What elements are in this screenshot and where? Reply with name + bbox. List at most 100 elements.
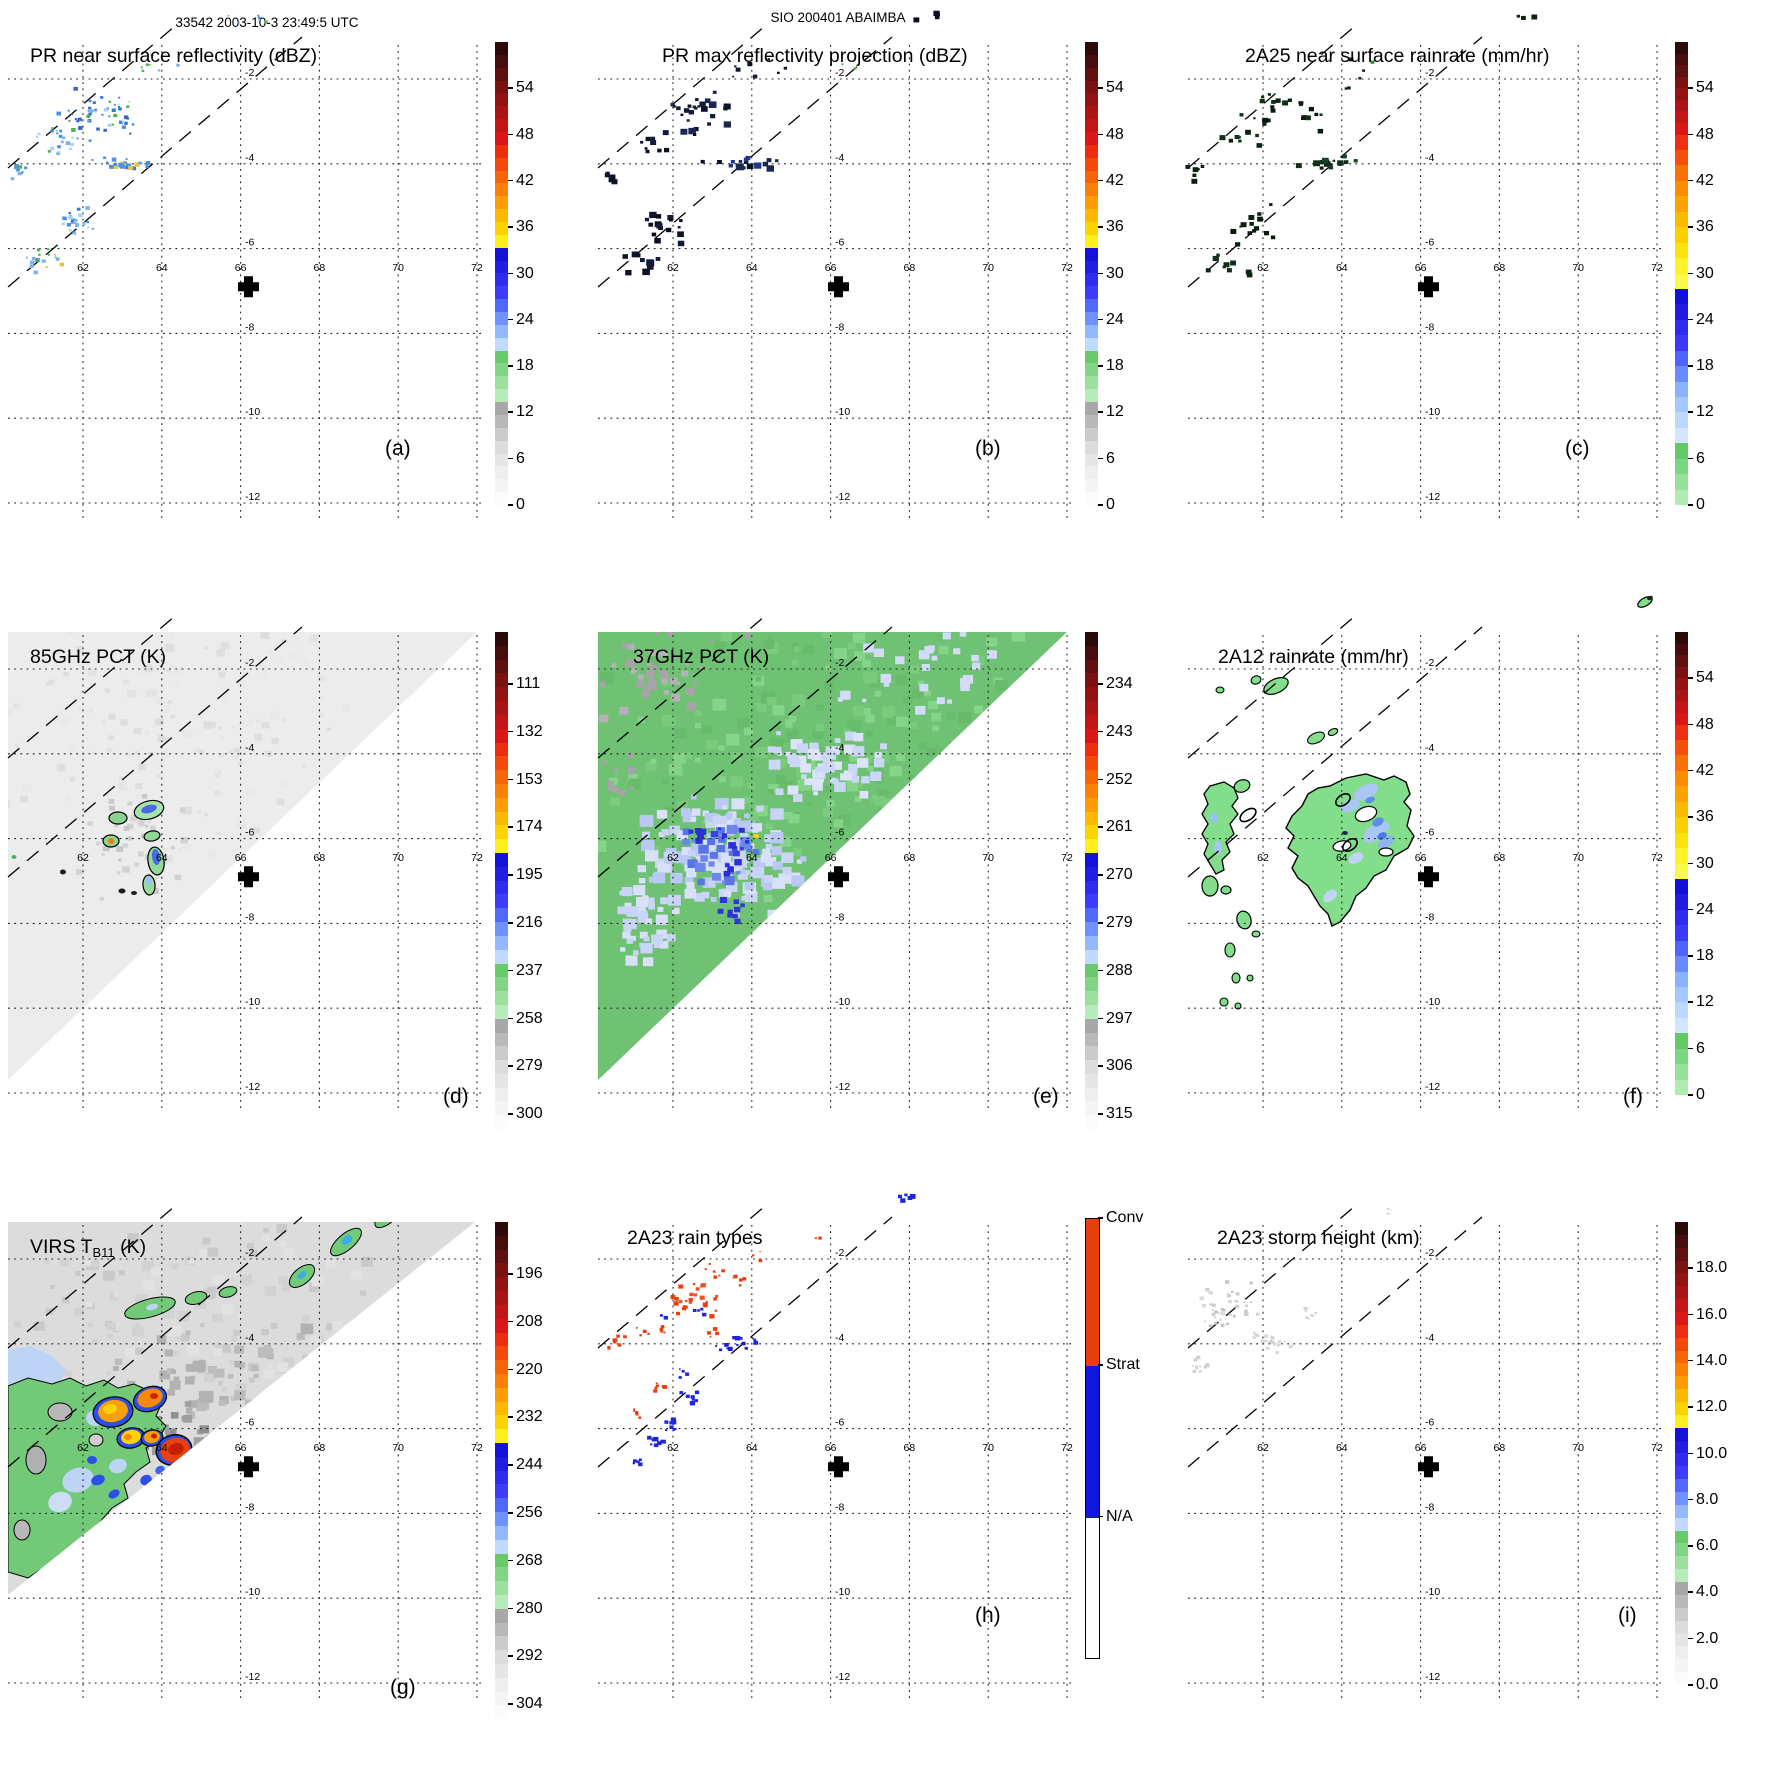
lon-label: 72 bbox=[471, 262, 483, 274]
lon-label: 64 bbox=[1336, 262, 1348, 274]
colorbar-segment bbox=[1675, 258, 1688, 274]
colorbar-tick-label: N/A bbox=[1106, 1507, 1133, 1525]
colorbar-segment bbox=[495, 1263, 508, 1278]
colorbar-segment bbox=[1675, 1530, 1688, 1544]
colorbar-segment bbox=[495, 157, 508, 171]
colorbar bbox=[495, 632, 508, 1130]
colorbar-segment bbox=[495, 1018, 508, 1033]
data-feature-shapes bbox=[10, 14, 268, 275]
colorbar-tick-label: 30 bbox=[516, 264, 534, 282]
colorbar-tick-mark bbox=[1688, 504, 1693, 506]
panel-plot: 62 64 66 68 70 72 -2 -4 -6 -8 -10 -12 85GHz PCT (K) (… bbox=[7, 615, 483, 1112]
colorbar-tick-mark bbox=[508, 1017, 513, 1020]
colorbar-segment bbox=[1675, 643, 1688, 656]
lat-label: -6 bbox=[1425, 1417, 1434, 1429]
colorbar-segment bbox=[1675, 1247, 1688, 1261]
colorbar-segment bbox=[1085, 479, 1098, 493]
colorbar-segment bbox=[1085, 783, 1098, 798]
colorbar-segment bbox=[1675, 88, 1688, 100]
lon-label: 64 bbox=[156, 262, 168, 274]
colorbar-segment bbox=[495, 1074, 508, 1088]
colorbar-segment bbox=[495, 376, 508, 390]
lat-label: -6 bbox=[245, 1417, 254, 1429]
axis-labels: 62 64 66 68 70 72 -2 -4 -6 -8 -10 -12 bbox=[667, 67, 1073, 503]
colorbar-tick-mark bbox=[1688, 1267, 1693, 1269]
lat-label: -2 bbox=[245, 1247, 254, 1259]
lat-label: -10 bbox=[245, 996, 260, 1008]
colorbar-tick-label: 42 bbox=[1106, 171, 1124, 189]
colorbar-segment bbox=[495, 1622, 508, 1637]
colorbar-segment bbox=[495, 337, 508, 351]
data-feature-shapes bbox=[11, 799, 165, 896]
lon-label: 72 bbox=[1651, 852, 1663, 864]
colorbar-tick-label: 300 bbox=[516, 1105, 543, 1123]
colorbar-segment bbox=[1085, 427, 1098, 441]
colorbar-segment bbox=[1675, 1479, 1688, 1493]
lat-label: -4 bbox=[835, 152, 844, 164]
colorbar-segment bbox=[495, 492, 508, 505]
colorbar-segment bbox=[495, 714, 508, 729]
colorbar-segment bbox=[495, 894, 508, 909]
colorbar-tick-mark bbox=[1098, 969, 1103, 972]
colorbar-tick-mark bbox=[1688, 1313, 1693, 1316]
colorbar-tick-mark bbox=[508, 272, 513, 274]
colorbar-segment bbox=[495, 1346, 508, 1361]
panel-title: 2A12 rainrate (mm/hr) bbox=[1218, 646, 1409, 668]
axis-labels: 62 64 66 68 70 72 -2 -4 -6 -8 -10 -12 bbox=[667, 1247, 1073, 1683]
panel-plot: 62 64 66 68 70 72 -2 -4 -6 -8 -10 -12 2A23 storm hei… bbox=[1187, 1205, 1663, 1702]
colorbar-segment bbox=[1085, 645, 1098, 660]
colorbar-segment bbox=[1675, 632, 1688, 644]
colorbar-segment bbox=[1085, 209, 1098, 223]
colorbar-segment bbox=[1675, 1543, 1688, 1557]
swath-edge-dashed-lines bbox=[597, 25, 893, 288]
colorbar-segment bbox=[1675, 458, 1688, 475]
lon-label: 62 bbox=[667, 1442, 679, 1454]
colorbar-segment bbox=[1675, 335, 1688, 351]
lon-label: 70 bbox=[1572, 852, 1584, 864]
colorbar-segment bbox=[1675, 1312, 1688, 1325]
colorbar-segment bbox=[1675, 412, 1688, 428]
lon-label: 66 bbox=[825, 262, 837, 274]
colorbar-segment bbox=[1085, 260, 1098, 274]
colorbar-segment bbox=[1675, 65, 1688, 77]
colorbar-segment bbox=[1085, 170, 1098, 184]
colorbar-tick-label: 36 bbox=[1696, 218, 1714, 236]
colorbar-tick-mark bbox=[508, 1320, 513, 1323]
lat-label: -6 bbox=[835, 237, 844, 249]
colorbar-tick-label: 16.0 bbox=[1696, 1305, 1728, 1323]
colorbar-segment bbox=[1085, 673, 1098, 688]
colorbar-segment bbox=[495, 1277, 508, 1292]
colorbar-segment bbox=[1675, 1402, 1688, 1415]
colorbar-segment bbox=[1675, 319, 1688, 336]
colorbar-tick-mark bbox=[508, 411, 513, 413]
colorbar-segment bbox=[1675, 1517, 1688, 1531]
colorbar-segment bbox=[1675, 817, 1688, 833]
colorbar-tick-label: 0 bbox=[516, 496, 525, 513]
colorbar bbox=[495, 1222, 508, 1720]
colorbar-segment bbox=[495, 853, 508, 867]
lon-label: 64 bbox=[1336, 1442, 1348, 1454]
colorbar-tick-label: 270 bbox=[1106, 866, 1133, 884]
colorbar bbox=[1085, 42, 1098, 505]
swath-edge-dashed-lines bbox=[597, 615, 893, 878]
colorbar-tick-mark bbox=[1098, 272, 1103, 274]
colorbar-segment bbox=[1675, 211, 1688, 228]
colorbar-segment bbox=[1085, 273, 1098, 287]
colorbar-tick-mark bbox=[1098, 874, 1103, 876]
lon-label: 70 bbox=[1572, 1442, 1584, 1454]
colorbar-tick-mark bbox=[1688, 226, 1693, 228]
colorbar-segment bbox=[1675, 1273, 1688, 1287]
colorbar-segment bbox=[1086, 1366, 1099, 1518]
colorbar-tick-mark bbox=[1688, 457, 1693, 460]
colorbar-segment bbox=[1675, 848, 1688, 864]
lon-label: 68 bbox=[1494, 1442, 1506, 1454]
colorbar-tick-mark bbox=[508, 133, 513, 136]
colorbar-tick-mark bbox=[1098, 922, 1103, 924]
data-feature-shapes bbox=[1185, 14, 1538, 278]
colorbar-segment bbox=[495, 1567, 508, 1582]
lon-label: 66 bbox=[1415, 852, 1427, 864]
swath-edge-dashed-lines bbox=[7, 25, 303, 288]
colorbar-segment bbox=[495, 1318, 508, 1333]
colorbar-segment bbox=[1675, 678, 1688, 690]
colorbar-segment bbox=[495, 67, 508, 81]
